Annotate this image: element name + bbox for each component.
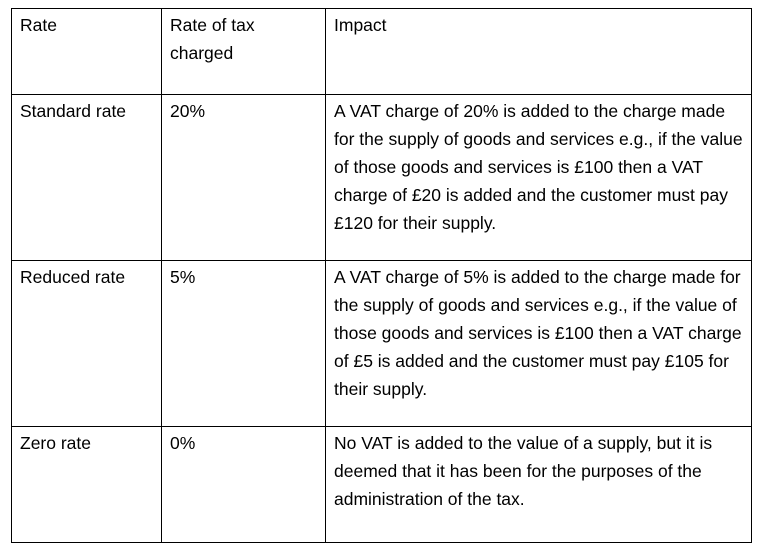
header-rate-of-tax-charged: Rate of tax charged — [161, 8, 326, 95]
rate-value: 20% — [161, 94, 326, 261]
rate-name: Zero rate — [11, 426, 162, 543]
rate-impact: No VAT is added to the value of a supply… — [325, 426, 752, 543]
table-row: Standard rate 20% A VAT charge of 20% is… — [11, 94, 752, 261]
rate-impact: A VAT charge of 5% is added to the charg… — [325, 260, 752, 427]
rate-impact: A VAT charge of 20% is added to the char… — [325, 94, 752, 261]
header-rate: Rate — [11, 8, 162, 95]
rate-name: Standard rate — [11, 94, 162, 261]
rate-name: Reduced rate — [11, 260, 162, 427]
rate-value: 0% — [161, 426, 326, 543]
vat-rates-table: Rate Rate of tax charged Impact Standard… — [11, 8, 752, 543]
table-header-row: Rate Rate of tax charged Impact — [11, 8, 752, 95]
table-row: Reduced rate 5% A VAT charge of 5% is ad… — [11, 260, 752, 427]
table-row: Zero rate 0% No VAT is added to the valu… — [11, 426, 752, 543]
rate-value: 5% — [161, 260, 326, 427]
header-impact: Impact — [325, 8, 752, 95]
